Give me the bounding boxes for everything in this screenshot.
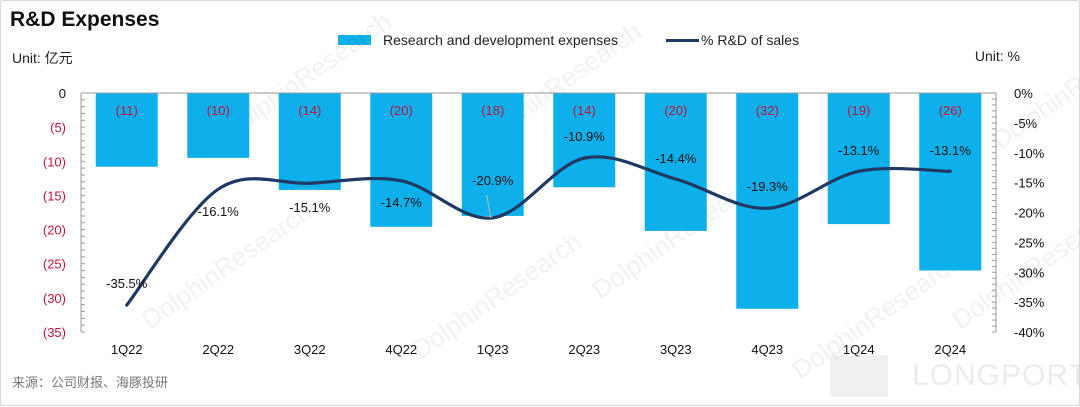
left-axis-tick-label: (10) [43,154,66,169]
left-axis-tick-label: 0 [59,86,66,101]
right-axis-tick-label: -10% [1014,146,1045,161]
legend-line-swatch [666,38,700,42]
bar [187,93,250,158]
line-value-label: -13.1% [838,143,880,158]
x-axis-tick-label: 3Q23 [660,342,692,357]
line-value-label: -16.1% [198,204,240,219]
bar-value-label: (26) [939,103,962,118]
line-value-label: -13.1% [930,143,972,158]
bar [736,93,799,309]
line-value-label: -19.3% [747,179,789,194]
left-axis-tick-label: (15) [43,188,66,203]
bar [644,93,707,231]
bar-series [95,93,982,309]
line-value-label: -20.9% [472,173,514,188]
label-leader-line [486,194,492,219]
left-axis-tick-label: (5) [50,120,66,135]
bar-value-label: (32) [756,103,779,118]
chart-title: R&D Expenses [10,8,160,31]
bar-value-label: (20) [390,103,413,118]
x-axis-tick-label: 1Q23 [477,342,509,357]
bar-value-label: (18) [481,103,504,118]
right-axis-tick-label: -20% [1014,206,1045,221]
bar [461,93,524,216]
right-axis-tick-label: -15% [1014,176,1045,191]
x-axis-tick-label: 2Q24 [934,342,966,357]
x-axis-tick-label: 1Q22 [111,342,143,357]
x-axis-tick-label: 4Q22 [385,342,417,357]
left-axis-tick-label: (30) [43,291,66,306]
line-value-label: -35.5% [106,276,148,291]
right-axis-unit: Unit: % [974,48,1020,64]
legend-bar-swatch [338,35,371,45]
left-axis-unit: Unit: 亿元 [12,50,73,66]
bar [919,93,982,271]
left-axis-tick-label: (35) [43,325,66,340]
right-axis-tick-label: -5% [1014,116,1038,131]
bar-value-label: (14) [573,103,596,118]
bar-value-label: (14) [298,103,321,118]
line-value-label: -14.7% [381,195,423,210]
legend-bar-label: Research and development expenses [383,32,619,48]
bar [827,93,890,225]
bar-value-label: (20) [664,103,687,118]
bar [95,93,158,167]
left-axis-tick-label: (25) [43,257,66,272]
bar [553,93,616,188]
right-axis-tick-label: -25% [1014,235,1045,250]
right-axis-tick-label: -30% [1014,265,1045,280]
legend: Research and development expenses % R&D … [338,32,799,48]
bar-value-label: (19) [847,103,870,118]
left-axis-tick-label: (20) [43,223,66,238]
bar [370,93,433,227]
legend-line-label: % R&D of sales [701,32,800,48]
longport-logo-mark [830,355,888,397]
line-value-label: -15.1% [289,200,331,215]
right-axis-tick-label: -35% [1014,295,1045,310]
x-axis-tick-label: 1Q24 [843,342,875,357]
x-axis-tick-label: 4Q23 [751,342,783,357]
source-note: 来源：公司财报、海豚投研 [12,375,169,390]
bar-value-label: (10) [207,103,230,118]
bar [278,93,341,190]
right-axis-tick-label: -40% [1014,325,1045,340]
longport-logo-text: LONGPORT [912,359,1080,392]
longport-logo: LONGPORT [830,355,1080,397]
axes: 0 (5) (10) (15) (20) (25) (30) (35) 0% -5% -10% -15… [43,86,1045,357]
x-axis-tick-label: 2Q22 [202,342,234,357]
line-path [125,155,952,307]
data-labels: (11) (10) (14) (20) (18) (14) (20) (32) (19) (26)… [106,103,971,291]
watermark-text: DolphinResearch [986,16,1080,155]
line-series [125,155,952,307]
bar-value-label: (11) [116,103,138,118]
line-value-label: -10.9% [564,129,606,144]
right-axis-tick-label: 0% [1014,86,1033,101]
line-value-label: -14.4% [655,151,697,166]
x-axis-tick-label: 2Q23 [568,342,600,357]
x-axis-tick-label: 3Q22 [294,342,326,357]
